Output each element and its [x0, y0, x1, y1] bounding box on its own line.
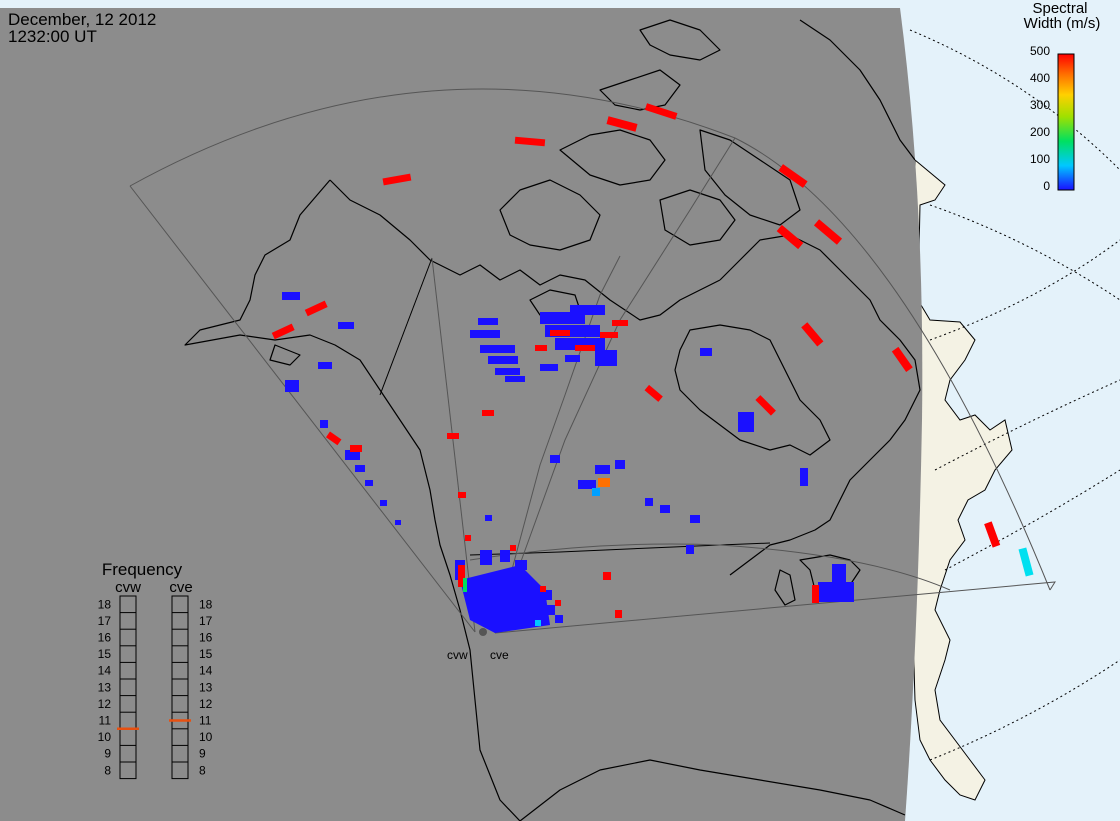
colorbar-title-line1: Spectral: [1032, 0, 1087, 17]
frequency-col1-label: cvw: [115, 579, 141, 596]
frequency-scale-label-left: 12: [98, 697, 112, 711]
colorbar-tick-label: 200: [1030, 125, 1050, 139]
frequency-scale-label-left: 11: [99, 714, 112, 728]
frequency-scale-label-right: 9: [199, 747, 206, 761]
frequency-scale-label-left: 16: [98, 631, 112, 645]
frequency-scale-label-right: 8: [199, 763, 206, 777]
header-time: 1232:00 UT: [8, 27, 97, 46]
colorbar-tick-label: 0: [1043, 179, 1050, 193]
colorbar-gradient: [1057, 53, 1075, 191]
radar-site-cve-label: cve: [490, 648, 509, 662]
frequency-scale-label-left: 9: [104, 747, 111, 761]
frequency-scale-label-right: 12: [199, 697, 213, 711]
frequency-scale-label-left: 14: [98, 664, 112, 678]
colorbar-tick-label: 300: [1030, 98, 1050, 112]
colorbar-tick-label: 100: [1030, 152, 1050, 166]
frequency-scale-label-right: 17: [199, 614, 213, 628]
frequency-scale-label-right: 16: [199, 631, 213, 645]
grid-dotted: [909, 29, 1120, 761]
radar-site-cvw-label: cvw: [447, 648, 468, 662]
frequency-scale-label-right: 11: [199, 714, 212, 728]
header-date: December, 12 2012: [8, 10, 156, 29]
frequency-scale-label-right: 15: [199, 647, 213, 661]
frequency-title: Frequency: [102, 560, 183, 579]
nightside-region: [0, 8, 923, 821]
frequency-legend: Frequency cvw cve 18 18 17 17 16 16 15 15 14 14 13…: [98, 560, 213, 780]
frequency-scale-label-left: 18: [98, 597, 112, 611]
scatter-high-width: [271, 103, 1001, 618]
frequency-scale-label-left: 17: [98, 614, 112, 628]
frequency-scale-label-left: 13: [98, 680, 112, 694]
boundaries: [379, 257, 771, 556]
colorbar-tick-label: 500: [1030, 44, 1050, 58]
frequency-scale-label-left: 15: [98, 647, 112, 661]
frequency-scale-label-right: 14: [199, 664, 213, 678]
dayside-land: [911, 158, 1013, 801]
frequency-scale-label-left: 10: [98, 730, 112, 744]
frequency-col2-label: cve: [169, 579, 192, 596]
colorbar-title-line2: Width (m/s): [1024, 15, 1101, 32]
frequency-scale-label-right: 18: [199, 597, 213, 611]
colorbar-tick-label: 400: [1030, 71, 1050, 85]
frequency-column-cve: [171, 595, 189, 780]
spectral-width-colorbar: Spectral Width (m/s) 500 400 300 200 100 0: [1024, 0, 1101, 193]
frequency-scale-label-right: 10: [199, 730, 213, 744]
frequency-column-cvw: [119, 595, 137, 780]
frequency-scale-label-left: 8: [104, 763, 111, 777]
scatter-mid-width: [463, 478, 1034, 626]
radar-site-marker: [479, 628, 487, 636]
frequency-scale-label-right: 13: [199, 680, 213, 694]
